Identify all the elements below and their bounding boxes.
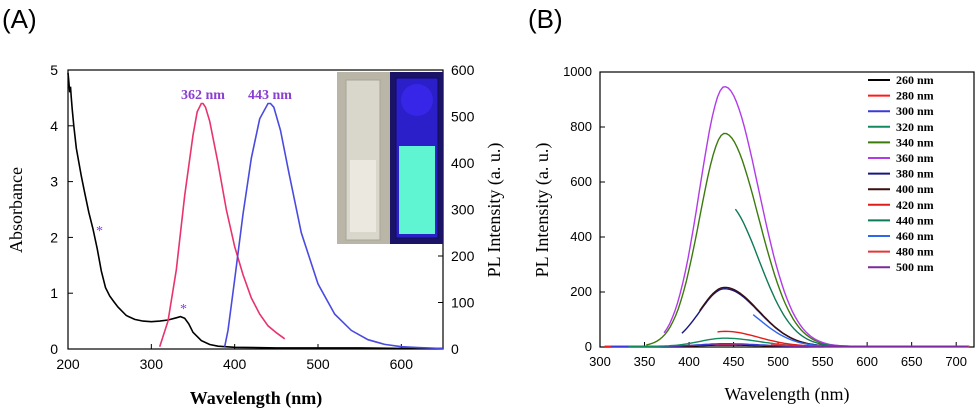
panel-b-series-line-7 xyxy=(699,286,970,348)
peak-label-362: 362 nm xyxy=(181,88,225,103)
panel-b-label: (B) xyxy=(528,4,563,34)
panel-b-series-line-10 xyxy=(752,314,970,348)
panel-b-xtick-label: 600 xyxy=(856,354,878,369)
panel-a-ytick-label: 1 xyxy=(50,285,58,301)
panel-a-ytick-label: 5 xyxy=(50,62,58,78)
uv-liquid-glow xyxy=(399,146,435,234)
panel-a-xtick-label: 500 xyxy=(306,356,330,372)
panel-b-xtick-label: 700 xyxy=(945,354,967,369)
legend-label: 340 nm xyxy=(896,135,934,149)
legend-label: 420 nm xyxy=(896,198,934,212)
panel-a-xtick-label: 200 xyxy=(56,356,80,372)
panel-a-label: (A) xyxy=(2,4,37,34)
legend-label: 320 nm xyxy=(896,120,934,134)
legend-label: 440 nm xyxy=(896,213,934,227)
inset-photo xyxy=(337,72,443,244)
legend-label: 400 nm xyxy=(896,182,934,196)
panel-b-xtick-label: 350 xyxy=(634,354,656,369)
panel-a-ytick-label: 0 xyxy=(50,341,58,357)
panel-a-ytick-label: 4 xyxy=(50,118,58,134)
panel-b-ytick-label: 400 xyxy=(570,229,592,244)
panel-a-xtick-label: 600 xyxy=(390,356,414,372)
daylight-liquid xyxy=(350,160,376,232)
panel-b-ytick-label: 800 xyxy=(570,119,592,134)
panel-b-ytick-label: 0 xyxy=(585,339,592,354)
legend-label: 380 nm xyxy=(896,167,934,181)
legend-label: 360 nm xyxy=(896,151,934,165)
panel-b-xtick-label: 450 xyxy=(723,354,745,369)
legend-label: 300 nm xyxy=(896,104,934,118)
asterisk-1: * xyxy=(96,224,103,239)
panel-a-ylabel-right: PL Intensity (a. u.) xyxy=(484,143,505,278)
legend-label: 480 nm xyxy=(896,245,934,259)
panel-a-ytick-right-label: 300 xyxy=(451,202,475,218)
panel-a-ytick-right-label: 200 xyxy=(451,248,475,264)
panel-b-ytick-label: 1000 xyxy=(563,64,592,79)
panel-a-series-group xyxy=(67,72,444,350)
asterisk-2: * xyxy=(180,302,187,317)
panel-a-ylabel: Absorbance xyxy=(6,167,26,253)
panel-a-chart: 200 300 400 500 600 0 1 2 3 4 5 0 100 200 300 400 500 600… xyxy=(6,62,505,409)
panel-a-series-line-0 xyxy=(67,72,443,350)
legend-label: 260 nm xyxy=(896,73,934,87)
panel-b-xlabel: Wavelength (nm) xyxy=(724,384,849,405)
panel-b-chart: 300 350 400 450 500 550 600 650 700 0 200 400 600 800… xyxy=(532,64,975,405)
panel-a-series-line-2 xyxy=(223,102,444,350)
panel-b-ylabel: PL Intensity (a. u.) xyxy=(532,143,553,278)
panel-a-xtick-label: 400 xyxy=(223,356,247,372)
panel-a-ytick-label: 3 xyxy=(50,174,58,190)
panel-a-ytick-right-label: 400 xyxy=(451,155,475,171)
uv-glow xyxy=(401,84,433,116)
peak-label-443: 443 nm xyxy=(248,88,292,103)
panel-a-ytick-right-label: 600 xyxy=(451,62,475,78)
panel-b-xtick-label: 550 xyxy=(812,354,834,369)
panel-b-ticks: 300 350 400 450 500 550 600 650 700 0 200 400 600 800… xyxy=(563,64,967,369)
legend-label: 280 nm xyxy=(896,89,934,103)
panel-a-xtick-label: 300 xyxy=(140,356,164,372)
panel-b-xtick-label: 500 xyxy=(767,354,789,369)
panel-a-ytick-right-label: 500 xyxy=(451,109,475,125)
panel-b-ytick-label: 600 xyxy=(570,174,592,189)
legend-label: 460 nm xyxy=(896,229,934,243)
panel-a-ytick-right-label: 100 xyxy=(451,295,475,311)
panel-b-plot-frame xyxy=(599,71,975,348)
legend-label: 500 nm xyxy=(896,260,934,274)
panel-b-xtick-label: 300 xyxy=(589,354,611,369)
panel-a-ytick-right-label: 0 xyxy=(451,341,459,357)
panel-b-xtick-label: 400 xyxy=(678,354,700,369)
panel-b-series-group xyxy=(604,85,970,348)
panel-a-series-line-1 xyxy=(158,102,286,347)
panel-a-xlabel: Wavelength (nm) xyxy=(190,388,323,409)
panel-b-ytick-label: 200 xyxy=(570,284,592,299)
panel-b-xtick-label: 650 xyxy=(901,354,923,369)
panel-a-ytick-label: 2 xyxy=(50,229,58,245)
